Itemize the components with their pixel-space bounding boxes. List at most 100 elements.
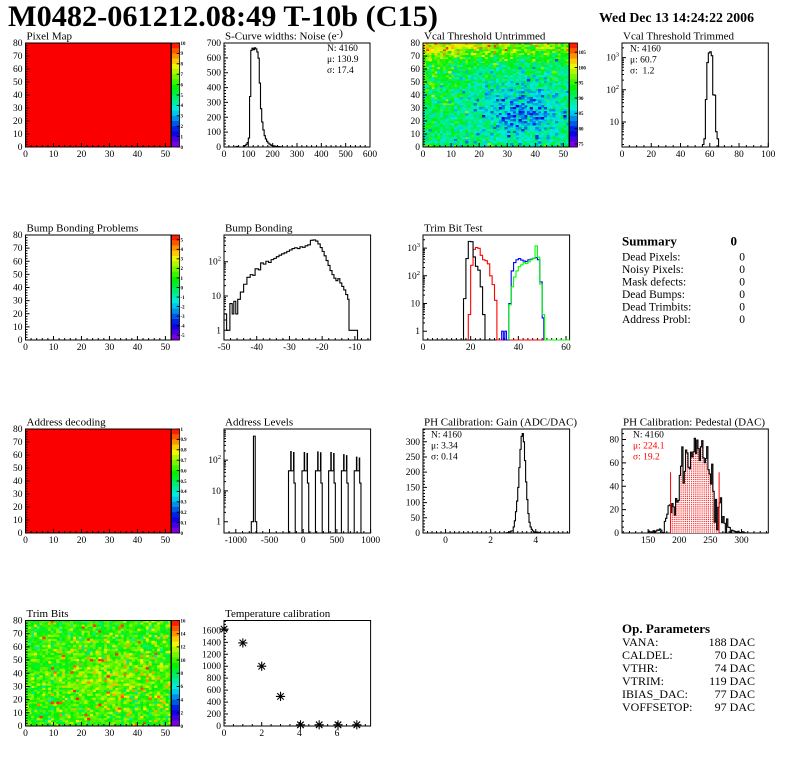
- svg-text:μ: 130.9: μ: 130.9: [327, 55, 359, 65]
- svg-text:Temperature calibration: Temperature calibration: [225, 608, 331, 620]
- svg-text:50: 50: [411, 514, 421, 524]
- svg-text:80: 80: [13, 39, 23, 49]
- svg-text:10: 10: [49, 729, 59, 739]
- svg-text:40: 40: [13, 284, 23, 294]
- svg-text:60: 60: [13, 257, 23, 267]
- svg-text:40: 40: [676, 150, 686, 160]
- svg-text:0: 0: [222, 729, 227, 739]
- svg-text:20: 20: [13, 503, 23, 513]
- svg-text:50: 50: [559, 150, 569, 160]
- svg-text:0: 0: [216, 722, 221, 732]
- svg-text:0: 0: [181, 725, 184, 730]
- svg-text:1: 1: [181, 428, 184, 433]
- svg-text:50: 50: [161, 729, 171, 739]
- svg-text:500: 500: [330, 536, 345, 546]
- svg-text:60: 60: [13, 65, 23, 75]
- svg-text:50: 50: [161, 343, 171, 353]
- svg-text:μ: 224.1: μ: 224.1: [633, 442, 665, 452]
- svg-text:6: 6: [181, 83, 184, 88]
- svg-text:0: 0: [739, 277, 745, 289]
- svg-text:12: 12: [181, 646, 186, 651]
- svg-text:10: 10: [181, 42, 186, 47]
- svg-text:50: 50: [411, 78, 421, 88]
- svg-text:6: 6: [335, 729, 340, 739]
- svg-text:80: 80: [13, 231, 23, 241]
- svg-text:20: 20: [77, 150, 87, 160]
- svg-text:97 DAC: 97 DAC: [715, 700, 755, 714]
- svg-text:-1000: -1000: [225, 536, 247, 546]
- svg-text:80: 80: [734, 150, 744, 160]
- svg-text:60: 60: [411, 65, 421, 75]
- svg-text:200: 200: [406, 468, 421, 478]
- svg-text:IBIAS_DAC:: IBIAS_DAC:: [622, 687, 688, 701]
- svg-text:70: 70: [411, 52, 421, 62]
- svg-text:7: 7: [181, 73, 184, 78]
- svg-text:0: 0: [18, 336, 23, 346]
- svg-text:50: 50: [13, 464, 23, 474]
- svg-text:800: 800: [207, 674, 222, 684]
- svg-text:100: 100: [207, 128, 222, 138]
- svg-text:0.8: 0.8: [181, 449, 188, 454]
- svg-text:80: 80: [411, 39, 421, 49]
- svg-text:5: 5: [181, 94, 184, 99]
- svg-text:6: 6: [181, 685, 184, 690]
- svg-text:2: 2: [181, 712, 184, 717]
- svg-text:0: 0: [443, 536, 448, 546]
- svg-text:16: 16: [181, 619, 186, 624]
- svg-text:119 DAC: 119 DAC: [709, 674, 755, 688]
- svg-text:20: 20: [466, 343, 476, 353]
- svg-text:0.9: 0.9: [181, 438, 188, 443]
- svg-text:0: 0: [222, 150, 227, 160]
- svg-text:100: 100: [579, 66, 587, 71]
- svg-text:0.7: 0.7: [181, 459, 188, 464]
- svg-text:80: 80: [579, 127, 584, 132]
- svg-text:0: 0: [731, 234, 738, 249]
- svg-text:30: 30: [105, 150, 115, 160]
- svg-text:30: 30: [13, 490, 23, 500]
- svg-text:-4: -4: [181, 324, 186, 329]
- svg-text:4: 4: [297, 729, 302, 739]
- svg-text:1: 1: [216, 518, 221, 528]
- svg-text:60: 60: [561, 343, 571, 353]
- svg-text:Pixel Map: Pixel Map: [27, 31, 73, 43]
- svg-text:0.5: 0.5: [181, 480, 188, 485]
- svg-text:0: 0: [739, 264, 745, 276]
- svg-text:40: 40: [133, 343, 143, 353]
- svg-text:20: 20: [13, 310, 23, 320]
- svg-text:4: 4: [181, 248, 184, 253]
- svg-text:0: 0: [18, 143, 23, 153]
- svg-text:Vcal Threshold Untrimmed: Vcal Threshold Untrimmed: [424, 31, 546, 43]
- svg-text:Dead Pixels:: Dead Pixels:: [622, 252, 680, 264]
- svg-text:60: 60: [13, 643, 23, 653]
- svg-text:10: 10: [49, 536, 59, 546]
- svg-text:700: 700: [207, 39, 222, 49]
- svg-text:2: 2: [181, 125, 184, 130]
- svg-text:Mask defects:: Mask defects:: [622, 277, 686, 289]
- svg-text:9: 9: [181, 52, 184, 57]
- svg-text:30: 30: [13, 682, 23, 692]
- svg-text:0: 0: [216, 143, 221, 153]
- svg-text:3: 3: [181, 115, 184, 120]
- svg-text:60: 60: [610, 459, 620, 469]
- svg-text:500: 500: [339, 150, 354, 160]
- svg-text:40: 40: [13, 669, 23, 679]
- svg-text:σ: 17.4: σ: 17.4: [327, 66, 354, 76]
- svg-text:70 DAC: 70 DAC: [715, 648, 755, 662]
- svg-text:10: 10: [13, 323, 23, 333]
- svg-text:30: 30: [105, 536, 115, 546]
- svg-text:40: 40: [133, 536, 143, 546]
- svg-text:0: 0: [23, 536, 28, 546]
- svg-text:400: 400: [207, 698, 222, 708]
- svg-text:50: 50: [161, 150, 171, 160]
- svg-text:40: 40: [514, 343, 524, 353]
- svg-text:N: 4160: N: 4160: [630, 45, 661, 55]
- svg-text:50: 50: [161, 536, 171, 546]
- svg-text:σ: 19.2: σ: 19.2: [633, 453, 660, 463]
- svg-text:N: 4160: N: 4160: [431, 431, 462, 441]
- svg-text:0: 0: [301, 536, 306, 546]
- svg-text:100: 100: [761, 150, 776, 160]
- svg-text:Dead Trimbits:: Dead Trimbits:: [622, 302, 691, 314]
- svg-text:400: 400: [207, 84, 222, 94]
- svg-text:40: 40: [13, 477, 23, 487]
- svg-text:70: 70: [13, 244, 23, 254]
